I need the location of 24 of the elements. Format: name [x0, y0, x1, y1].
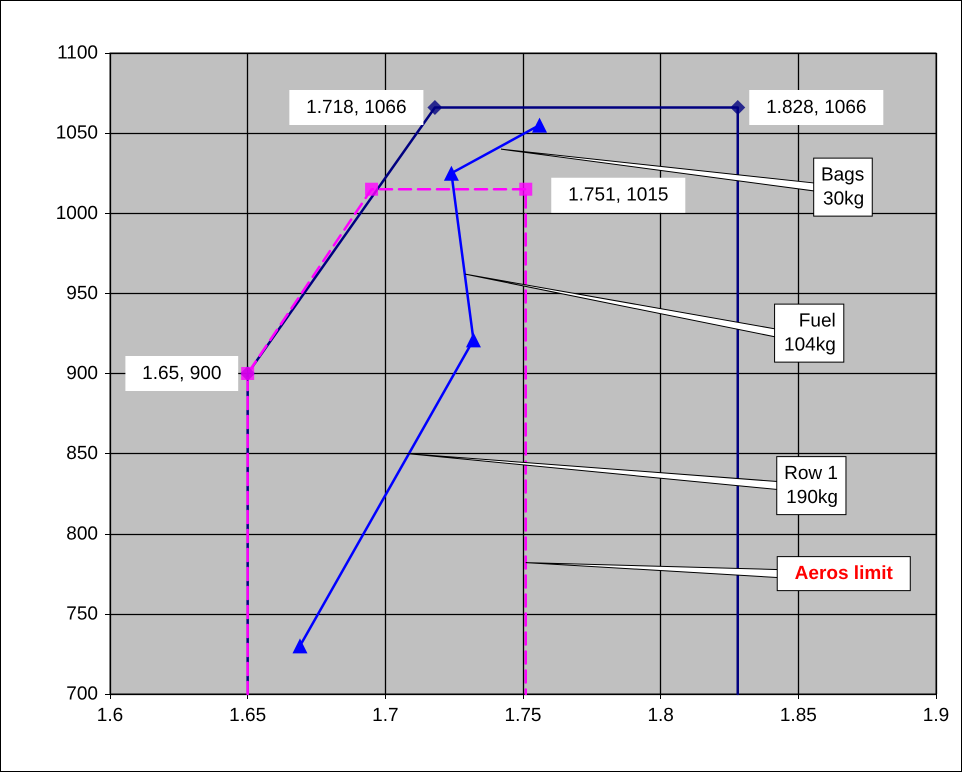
annotation: Aeros limit	[794, 563, 894, 584]
y-tick-label: 1050	[56, 122, 98, 144]
y-tick-label: 750	[66, 603, 98, 624]
x-tick-label: 1.85	[780, 705, 817, 726]
x-tick-label: 1.75	[504, 705, 542, 726]
x-tick-label: 1.7	[372, 705, 399, 726]
annotation: 1.718, 1066	[306, 96, 407, 118]
y-tick-label: 850	[66, 443, 98, 464]
annotation: 1.65, 900	[142, 363, 222, 384]
y-tick-label: 700	[66, 684, 98, 704]
y-tick-label: 1100	[57, 42, 98, 64]
annotation: Bags 30kg	[820, 164, 864, 210]
x-tick-label: 1.6	[96, 705, 124, 726]
x-tick-label: 1.9	[922, 705, 950, 726]
x-tick-label: 1.8	[647, 705, 674, 726]
annotation: Fuel 104kg	[784, 310, 836, 356]
annotation: 1.828, 1066	[766, 96, 866, 118]
annotation: 1.751, 1015	[568, 184, 668, 206]
y-tick-label: 800	[66, 523, 98, 544]
x-tick-label: 1.65	[229, 705, 266, 726]
annotation: Row 1 190kg	[784, 463, 838, 508]
y-tick-label: 950	[66, 282, 98, 304]
y-tick-label: 900	[66, 363, 98, 384]
y-tick-label: 1000	[56, 202, 98, 224]
